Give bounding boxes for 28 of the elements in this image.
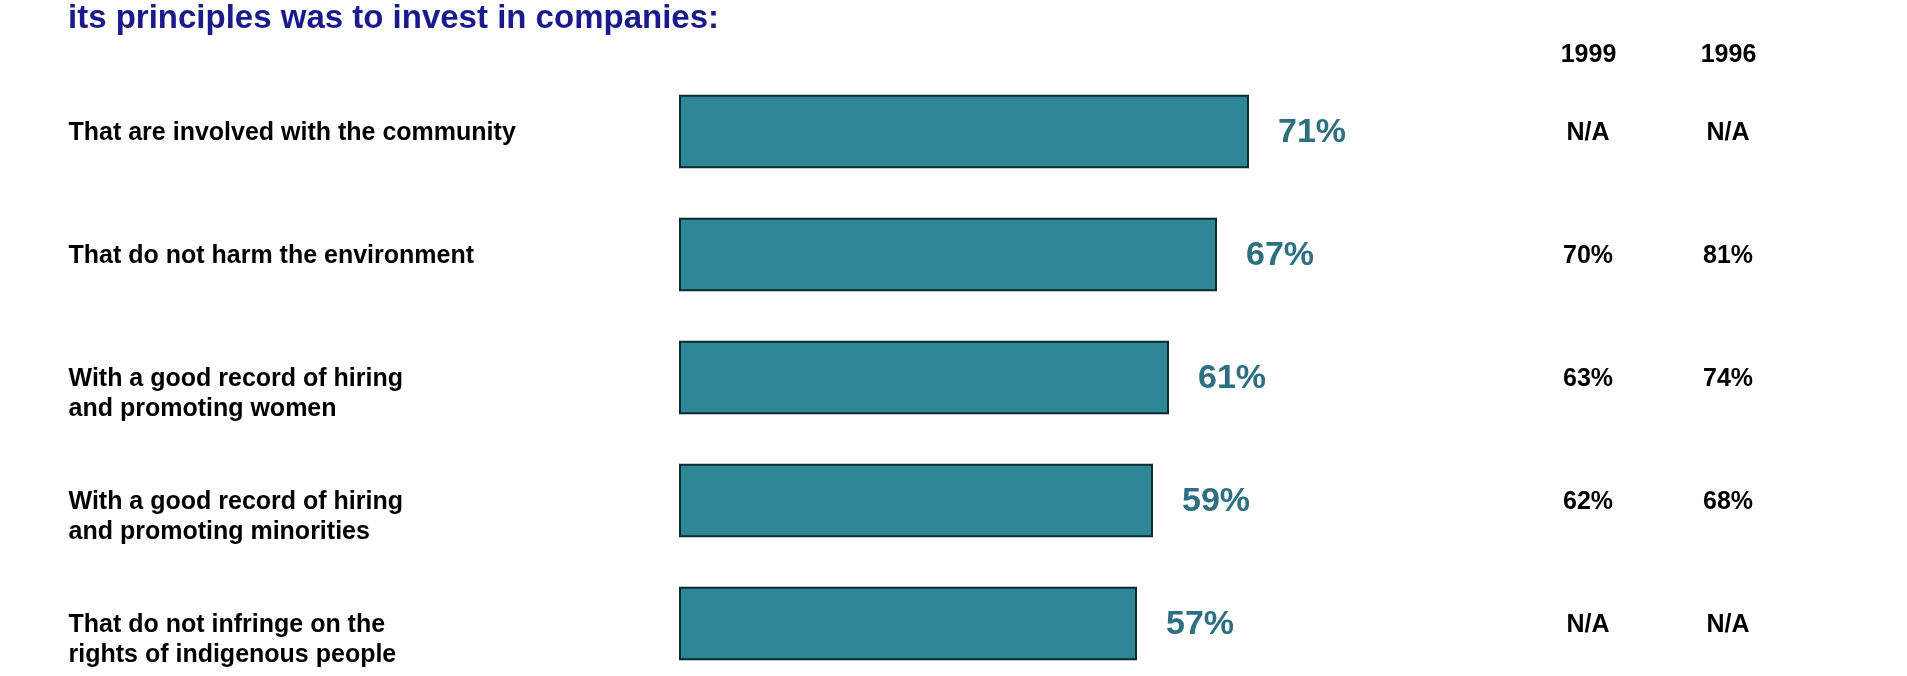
text: 68%: [1702, 485, 1754, 514]
data-label: 67%: [1246, 233, 1315, 272]
bar: [679, 217, 1217, 292]
bar: [679, 586, 1137, 661]
data-label: 57%: [1166, 602, 1235, 641]
y-tick-label: That do not infringe on the rights of indigenous people: [68, 608, 397, 667]
y-tick-label: With a good record of hiring and promoting minorities: [68, 485, 403, 544]
text: its principles was to invest in companies:: [68, 0, 720, 35]
text: 63%: [1562, 362, 1614, 391]
data-label: 59%: [1182, 479, 1251, 518]
text: 70%: [1562, 239, 1614, 268]
y-tick-label: That are involved with the community: [68, 116, 516, 145]
text: 81%: [1702, 239, 1754, 268]
text: 74%: [1702, 362, 1754, 391]
text: N/A: [1566, 608, 1610, 637]
text: N/A: [1706, 608, 1750, 637]
data-label: 61%: [1198, 356, 1267, 395]
y-tick-label: That do not harm the environment: [68, 239, 475, 268]
text: N/A: [1706, 116, 1750, 145]
y-tick-label: With a good record of hiring and promoting women: [68, 362, 403, 421]
bar: [679, 94, 1249, 169]
text: 1999: [1560, 38, 1617, 67]
text: N/A: [1566, 116, 1610, 145]
bar: [679, 463, 1153, 538]
text: 1996: [1700, 38, 1757, 67]
data-label: 71%: [1278, 110, 1347, 149]
bar: [679, 340, 1169, 415]
text: 62%: [1562, 485, 1614, 514]
